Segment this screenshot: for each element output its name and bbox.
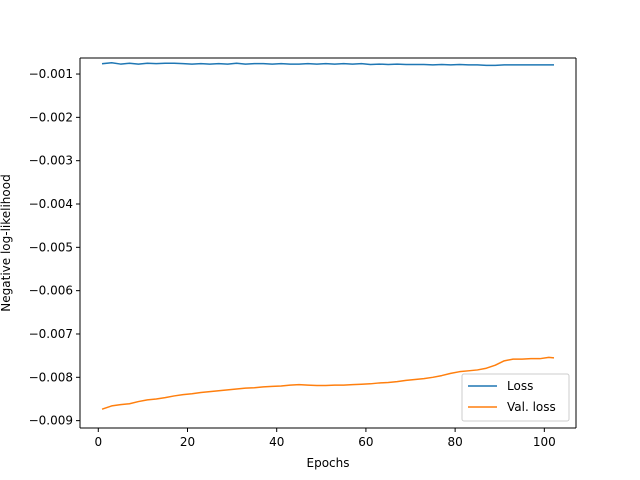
y-axis-label: Negative log-likelihood bbox=[0, 174, 13, 311]
x-tick-label: 20 bbox=[180, 435, 195, 449]
legend-label-val-loss: Val. loss bbox=[507, 400, 556, 414]
x-tick-label: 60 bbox=[358, 435, 373, 449]
plot-frame bbox=[79, 57, 577, 429]
y-tick-label: −0.004 bbox=[29, 197, 73, 211]
y-axis-ticks: −0.009 −0.008 −0.007 −0.006 −0.005 −0.004 −0.0… bbox=[29, 67, 80, 428]
y-tick-label: −0.001 bbox=[29, 67, 73, 81]
series-line-loss bbox=[101, 62, 554, 67]
x-tick-label: 80 bbox=[447, 435, 462, 449]
y-tick-label: −0.007 bbox=[29, 327, 73, 341]
y-tick-label: −0.009 bbox=[29, 414, 73, 428]
legend: Loss Val. loss bbox=[461, 373, 570, 422]
y-tick-label: −0.008 bbox=[29, 370, 73, 384]
x-tick-label: 0 bbox=[94, 435, 102, 449]
y-tick-label: −0.002 bbox=[29, 110, 73, 124]
series-line-val-loss bbox=[101, 356, 555, 410]
x-tick-label: 100 bbox=[533, 435, 556, 449]
x-axis-label: Epochs bbox=[307, 456, 350, 470]
x-axis-ticks: 0 20 40 60 80 100 bbox=[94, 428, 556, 449]
plot-area bbox=[80, 58, 576, 428]
series-lines bbox=[101, 62, 555, 410]
x-tick-label: 40 bbox=[269, 435, 284, 449]
y-tick-label: −0.006 bbox=[29, 284, 73, 298]
y-tick-label: −0.003 bbox=[29, 154, 73, 168]
y-tick-label: −0.005 bbox=[29, 240, 73, 254]
legend-label-loss: Loss bbox=[507, 379, 533, 393]
